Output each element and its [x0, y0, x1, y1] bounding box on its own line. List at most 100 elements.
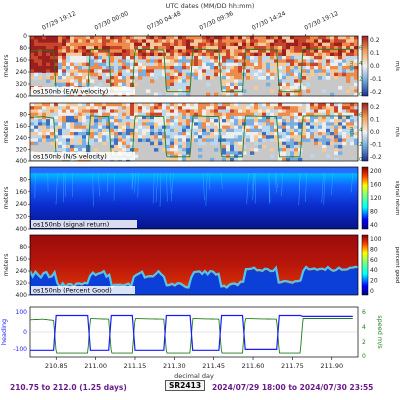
heatmap-cell — [134, 39, 139, 43]
heatmap-cell — [342, 52, 347, 57]
heatmap-cell — [46, 132, 51, 136]
heatmap-cell — [322, 141, 327, 146]
heatmap-cell — [82, 128, 87, 133]
heatmap-cell — [166, 39, 171, 43]
heatmap-cell — [50, 59, 55, 63]
heatmap-cell — [318, 119, 323, 123]
heatmap-cell — [294, 135, 299, 139]
heatmap-cell — [78, 49, 83, 53]
heatmap-cell — [150, 69, 155, 73]
heatmap-cell — [342, 42, 347, 47]
heatmap-cell — [138, 52, 143, 57]
heatmap-cell — [282, 148, 287, 152]
signal-streak — [159, 172, 162, 207]
heatmap-cell — [258, 106, 263, 110]
heatmap-cell — [302, 52, 307, 57]
signal-streak — [331, 172, 333, 196]
heatmap-cell — [142, 59, 147, 63]
heatmap-cell — [286, 106, 291, 110]
heatmap-cell — [354, 42, 359, 47]
heatmap-cell — [202, 112, 207, 117]
heatmap-cell — [238, 125, 243, 130]
heatmap-cell — [270, 42, 275, 47]
heatmap-cell — [186, 122, 191, 126]
heatmap-cell — [138, 36, 143, 40]
percent-good-transition — [29, 265, 359, 290]
heatmap-cell — [106, 66, 111, 70]
heatmap-cell — [126, 125, 131, 130]
heatmap-cell — [274, 132, 279, 136]
heatmap-cell — [170, 79, 175, 83]
heatmap-cell — [54, 122, 59, 126]
heatmap-cell — [82, 148, 87, 152]
heatmap-cell — [154, 66, 159, 70]
heatmap-cell — [226, 141, 231, 146]
heatmap-cell — [354, 141, 359, 146]
heatmap-cell — [330, 49, 335, 53]
heatmap-cell — [246, 132, 251, 136]
heatmap-cell — [234, 52, 239, 57]
heatmap-cell — [138, 46, 143, 50]
heatmap-cell — [354, 122, 359, 126]
heatmap-cell — [210, 52, 215, 57]
heatmap-cell — [74, 109, 79, 113]
heatmap-cell — [246, 66, 251, 70]
heatmap-cell — [218, 59, 223, 63]
heatmap-cell — [82, 36, 87, 40]
heatmap-cell — [278, 141, 283, 146]
heatmap-cell — [66, 72, 71, 77]
heatmap-cell — [278, 115, 283, 120]
heatmap-cell — [322, 106, 327, 110]
heatmap-cell — [302, 42, 307, 47]
heatmap-cell — [298, 119, 303, 123]
heatmap-cell — [182, 72, 187, 77]
heatmap-cell — [82, 72, 87, 77]
heatmap-cell — [114, 42, 119, 47]
heatmap-cell — [322, 89, 327, 93]
heatmap-cell — [90, 66, 95, 70]
heatmap-cell — [218, 115, 223, 120]
heatmap-cell — [30, 112, 35, 117]
heatmap-cell — [294, 132, 299, 136]
heatmap-cell — [270, 106, 275, 110]
heatmap-cell — [282, 141, 287, 146]
heatmap-cell — [346, 36, 351, 40]
heatmap-cell — [170, 157, 175, 162]
colorbar-tick-label: 60 — [370, 257, 378, 264]
heatmap-cell — [258, 138, 263, 142]
heatmap-cell — [158, 92, 163, 97]
heatmap-cell — [210, 132, 215, 136]
heatmap-cell — [334, 106, 339, 110]
heatmap-cell — [286, 119, 291, 123]
heatmap-cell — [58, 42, 63, 47]
heatmap-cell — [110, 112, 115, 117]
heatmap-cell — [310, 39, 315, 43]
heatmap-cell — [206, 138, 211, 142]
heatmap-cell — [150, 52, 155, 57]
heatmap-cell — [338, 138, 343, 142]
heatmap-cell — [118, 112, 123, 117]
heatmap-cell — [326, 141, 331, 146]
heatmap-cell — [50, 132, 55, 136]
heatmap-cell — [78, 128, 83, 133]
heatmap-cell — [90, 112, 95, 117]
heatmap-cell — [74, 62, 79, 67]
heatmap-cell — [158, 112, 163, 117]
heatmap-cell — [318, 76, 323, 80]
heatmap-cell — [210, 76, 215, 80]
heatmap-cell — [70, 72, 75, 77]
heatmap-cell — [122, 56, 127, 60]
heatmap-cell — [354, 36, 359, 40]
heatmap-cell — [178, 103, 183, 107]
heatmap-cell — [42, 36, 47, 40]
heatmap-cell — [154, 112, 159, 117]
heatmap-cell — [130, 119, 135, 123]
heatmap-cell — [226, 66, 231, 70]
heatmap-cell — [66, 144, 71, 149]
heatmap-cell — [178, 106, 183, 110]
heatmap-cell — [282, 112, 287, 117]
heatmap-cell — [178, 144, 183, 149]
heatmap-cell — [282, 92, 287, 97]
heatmap-cell — [178, 56, 183, 60]
heatmap-cell — [166, 103, 171, 107]
